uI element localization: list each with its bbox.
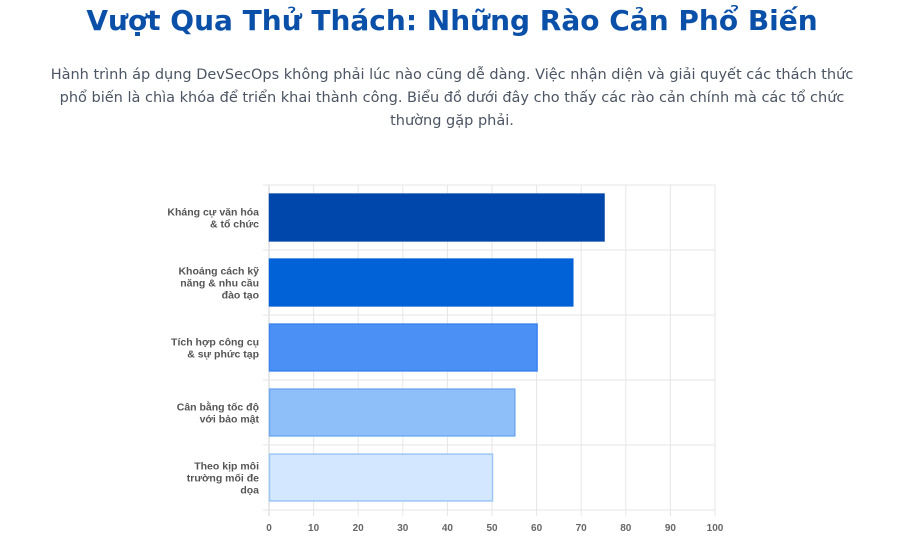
bar-3 <box>268 323 538 372</box>
bar-5 <box>268 453 494 502</box>
category-label-3: Tích hợp công cụ & sự phức tạp <box>171 337 259 361</box>
page-title: Vượt Qua Thử Thách: Những Rào Cản Phổ Bi… <box>86 4 818 37</box>
x-axis-ticks: 0 10 20 30 40 50 60 70 80 90 100 <box>266 523 724 534</box>
tick-label-50: 50 <box>486 523 498 534</box>
tick-label-20: 20 <box>353 523 365 534</box>
intro-paragraph: Hành trình áp dụng DevSecOps không phải … <box>50 67 854 129</box>
bar-1 <box>268 193 605 242</box>
category-label-1: Kháng cự văn hóa & tổ chức <box>167 207 259 231</box>
tick-label-10: 10 <box>308 523 320 534</box>
tick-label-0: 0 <box>266 523 272 534</box>
category-label-5: Theo kịp môi trường mối đe dọa <box>187 461 259 497</box>
tick-label-70: 70 <box>576 523 588 534</box>
category-label-4: Cân bằng tốc độ với bảo mật <box>177 401 260 426</box>
bar-2 <box>268 258 574 307</box>
tick-label-30: 30 <box>397 523 409 534</box>
tick-label-80: 80 <box>620 523 632 534</box>
category-labels: Kháng cự văn hóa & tổ chức Khoảng cách kỹ n… <box>167 207 259 497</box>
tick-label-40: 40 <box>442 523 454 534</box>
tick-label-90: 90 <box>665 523 677 534</box>
chart-bars <box>268 193 605 502</box>
category-label-2: Khoảng cách kỹ năng & nhu cầu đào tạo <box>178 266 259 302</box>
bar-4 <box>268 388 516 437</box>
tick-label-60: 60 <box>531 523 543 534</box>
tick-label-100: 100 <box>707 523 724 534</box>
